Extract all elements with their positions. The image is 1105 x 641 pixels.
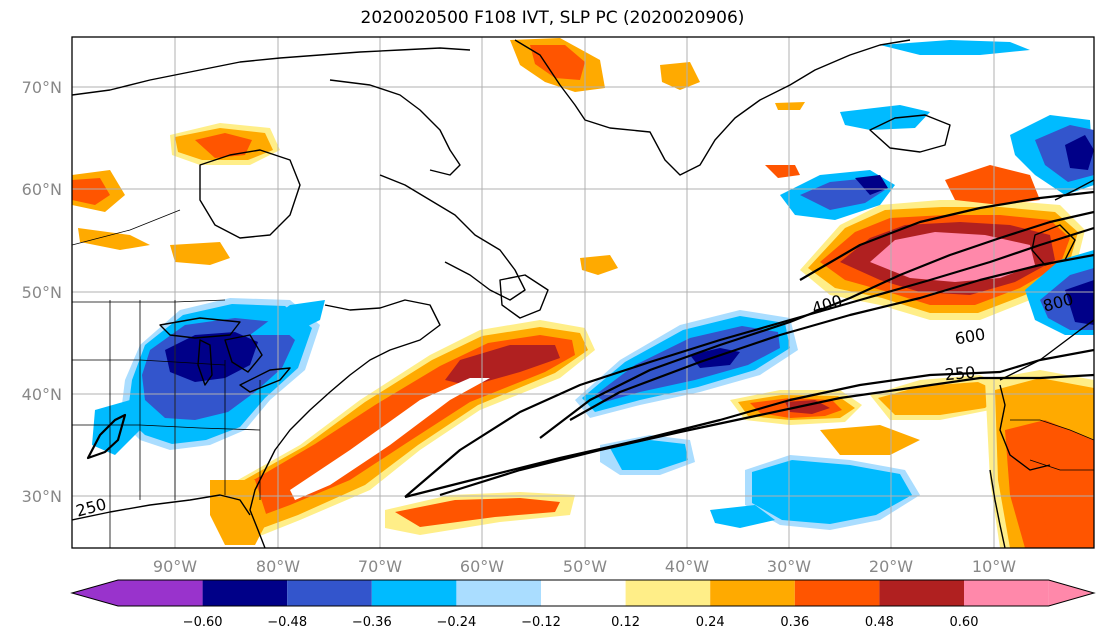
colorbar-outline [70,579,1096,607]
colorbar-tick-label: −0.60 [183,615,223,630]
graticule [72,37,1094,548]
contour-250-inner [404,226,1094,498]
colorbar-tick-label: −0.24 [436,615,476,630]
lat-label: 70°N [22,78,62,97]
europe-coast [999,319,1094,381]
lake-erie [239,367,291,393]
lon-label: 30°W [767,557,811,576]
lat-label: 40°N [22,385,62,404]
coastlines [72,39,1094,548]
colorbar-swatch [371,580,457,606]
colorbar-swatch [794,580,880,606]
latitude-labels: 70°N 60°N 50°N 40°N 30°N [22,78,62,506]
colorbar [70,579,1096,607]
colorbar-swatch [118,580,203,606]
positive-anomaly-band-atlantic [215,320,595,540]
newfoundland [499,274,549,319]
colorbar-ticks: −0.60 −0.48 −0.36 −0.24 −0.12 0.12 0.24 … [183,615,979,630]
lon-label: 60°W [460,557,504,576]
colorbar-swatch [287,580,372,606]
colorbar-tick-label: 0.60 [950,615,979,630]
contour-ne-upper [799,190,1094,281]
iberia-coast [999,384,1051,471]
contour-label-250-east: 250 [944,363,976,385]
colorbar-tick-label: −0.12 [521,615,561,630]
colorbar-tick-label: 0.36 [780,615,809,630]
slp-contours [86,190,1094,499]
longitude-labels: 90°W 80°W 70°W 60°W 50°W 40°W 30°W 20°W … [153,557,1016,576]
colorbar-tick-label: 0.12 [611,615,640,630]
iceland-coast [869,114,951,153]
lake-superior [159,317,241,339]
lon-label: 70°W [358,557,402,576]
map-frame [71,36,1095,549]
lon-label: 10°W [972,557,1016,576]
lon-label: 50°W [563,557,607,576]
hudson-bay [199,149,301,239]
lat-label: 30°N [22,487,62,506]
contour-outer [404,348,1094,499]
lake-michigan [197,339,213,386]
colorbar-tick-label: −0.48 [267,615,307,630]
colorbar-arrow-left [72,580,118,606]
contour-400 [539,210,1094,439]
us-east-coast [249,299,441,548]
contour-label-250-west: 250 [74,494,108,520]
lake-huron [224,334,263,373]
contour-600 [569,253,1094,421]
colorbar-swatch [710,580,795,606]
lon-label: 20°W [869,557,913,576]
lat-label: 60°N [22,180,62,199]
lon-label: 40°W [665,557,709,576]
contour-250-outer [439,373,1094,497]
lat-label: 50°N [22,283,62,302]
colorbar-tick-label: 0.24 [696,615,725,630]
colorbar-tick-label: −0.36 [352,615,392,630]
colorbar-swatch [456,580,541,606]
colorbar-arrow-right [1048,580,1094,606]
colorbar-swatch [879,580,964,606]
map-title: 2020020500 F108 IVT, SLP PC (2020020906) [360,8,745,28]
political-borders [72,209,1094,548]
colorbar-swatch [541,580,626,606]
colorbar-swatch [202,580,288,606]
contour-southwest [86,413,127,460]
canada-north-coast [72,47,471,96]
baffin-coast [329,79,461,176]
lon-label: 90°W [153,557,197,576]
labrador-coast [379,174,526,301]
colorbar-tick-label: 0.48 [865,615,894,630]
africa-coast [989,469,1006,548]
colorbar-swatch [964,580,1049,606]
colorbar-swatch [625,580,711,606]
contour-label-600: 600 [953,324,986,348]
lon-label: 80°W [256,557,300,576]
greenland-coast [514,39,911,176]
